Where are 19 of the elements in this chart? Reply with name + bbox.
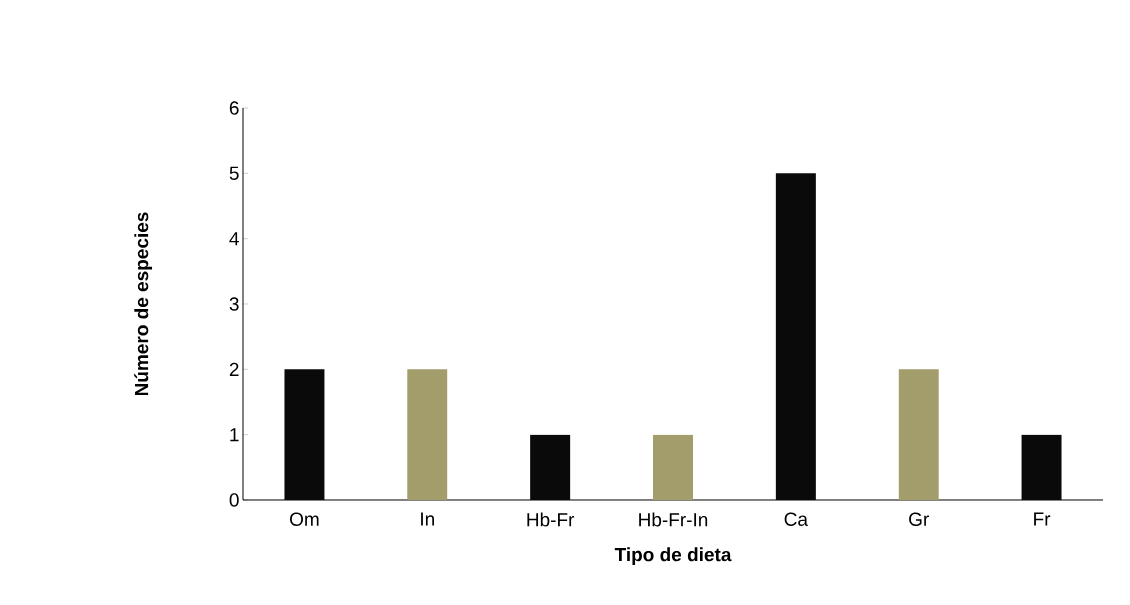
y-tick-label: 1 xyxy=(230,428,239,442)
x-tick-label: Hb-Fr xyxy=(527,512,575,527)
x-axis-title: Tipo de dieta xyxy=(614,547,732,566)
x-tick-label: Om xyxy=(290,512,319,526)
bar xyxy=(898,369,939,500)
x-tick-label: Gr xyxy=(909,512,929,526)
y-tick-label: 6 xyxy=(229,101,239,115)
x-tick-label: Hb-Fr-In xyxy=(639,512,708,527)
x-tick-label: Fr xyxy=(1034,512,1051,526)
y-tick-label: 5 xyxy=(229,166,239,180)
y-tick-label: 4 xyxy=(229,232,239,246)
x-tick-label: In xyxy=(421,512,434,526)
y-tick-label: 2 xyxy=(229,362,239,376)
bar xyxy=(407,369,448,500)
y-tick-label: 3 xyxy=(229,297,239,311)
y-tick-label: 0 xyxy=(229,493,239,507)
bar xyxy=(653,434,693,500)
x-tick-label: Ca xyxy=(784,512,808,526)
y-axis-title: Número de especies xyxy=(134,212,153,396)
